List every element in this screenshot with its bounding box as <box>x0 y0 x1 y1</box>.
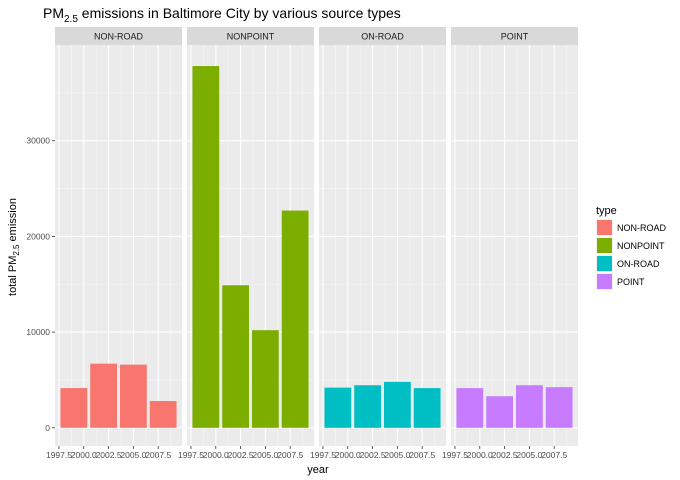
y-axis-title: total PM2.5 emission <box>7 198 21 296</box>
legend-key <box>597 220 612 235</box>
legend-item: POINT <box>596 273 645 290</box>
facet-strip-label: ON-ROAD <box>361 32 404 42</box>
panel-background <box>319 45 446 446</box>
x-tick-label: 2002.5 <box>96 450 122 460</box>
bar <box>486 396 514 428</box>
bar <box>119 364 147 428</box>
x-axis-title: year <box>307 464 329 476</box>
legend-key <box>597 256 612 271</box>
facet-strip <box>319 27 446 45</box>
y-tick-label: 0 <box>45 423 50 433</box>
legend: type NON-ROAD NONPOINT ON-ROAD POINT <box>596 205 666 290</box>
legend-title: type <box>596 205 617 217</box>
legend-item: ON-ROAD <box>596 255 660 272</box>
legend-label: NONPOINT <box>617 241 665 251</box>
bar <box>354 385 382 428</box>
bar <box>281 210 309 428</box>
x-tick-label: 1997.5 <box>310 450 336 460</box>
x-tick-label: 2002.5 <box>492 450 518 460</box>
bar <box>60 388 88 428</box>
x-tick-label: 2007.5 <box>541 450 567 460</box>
legend-key <box>597 274 612 289</box>
facet-strip <box>187 27 314 45</box>
facet-panels: NON-ROAD1997.52000.02002.52005.02007.5NO… <box>46 27 578 460</box>
x-tick-label: 2000.0 <box>71 450 97 460</box>
x-tick-label: 2007.5 <box>277 450 303 460</box>
bar <box>251 330 279 428</box>
chart-title: PM2.5 emissions in Baltimore City by var… <box>43 5 401 25</box>
bar <box>149 401 177 428</box>
bar <box>222 285 250 428</box>
x-tick-label: 2005.0 <box>516 450 542 460</box>
legend-item: NON-ROAD <box>596 219 666 236</box>
panel-background <box>451 45 578 446</box>
bar <box>515 385 543 428</box>
bar <box>383 381 411 428</box>
y-axis: 0 10000 20000 30000 <box>26 136 55 433</box>
x-tick-label: 1997.5 <box>442 450 468 460</box>
bar <box>456 388 484 428</box>
x-tick-label: 2005.0 <box>384 450 410 460</box>
x-tick-label: 2002.5 <box>360 450 386 460</box>
legend-key <box>597 238 612 253</box>
legend-item: NONPOINT <box>596 237 665 254</box>
y-tick-label: 30000 <box>26 136 50 146</box>
x-tick-label: 2002.5 <box>228 450 254 460</box>
x-tick-label: 2007.5 <box>145 450 171 460</box>
facet-strip <box>55 27 182 45</box>
x-tick-label: 2000.0 <box>203 450 229 460</box>
panel-background <box>55 45 182 446</box>
x-tick-label: 2000.0 <box>467 450 493 460</box>
x-tick-label: 1997.5 <box>178 450 204 460</box>
facet-strip-label: NON-ROAD <box>94 32 143 42</box>
bar <box>90 363 118 428</box>
bar <box>192 66 220 428</box>
x-tick-label: 2000.0 <box>335 450 361 460</box>
facet-strip-label: NONPOINT <box>227 32 275 42</box>
x-tick-label: 2005.0 <box>252 450 278 460</box>
legend-label: POINT <box>617 277 645 287</box>
legend-label: ON-ROAD <box>617 259 660 269</box>
bar <box>324 387 352 428</box>
y-tick-label: 10000 <box>26 327 50 337</box>
y-tick-label: 20000 <box>26 231 50 241</box>
bar <box>545 387 573 428</box>
x-tick-label: 2005.0 <box>120 450 146 460</box>
facet-strip-label: POINT <box>501 32 529 42</box>
facet-strip <box>451 27 578 45</box>
x-tick-label: 2007.5 <box>409 450 435 460</box>
x-tick-label: 1997.5 <box>46 450 72 460</box>
bar <box>413 388 441 428</box>
legend-label: NON-ROAD <box>617 223 666 233</box>
